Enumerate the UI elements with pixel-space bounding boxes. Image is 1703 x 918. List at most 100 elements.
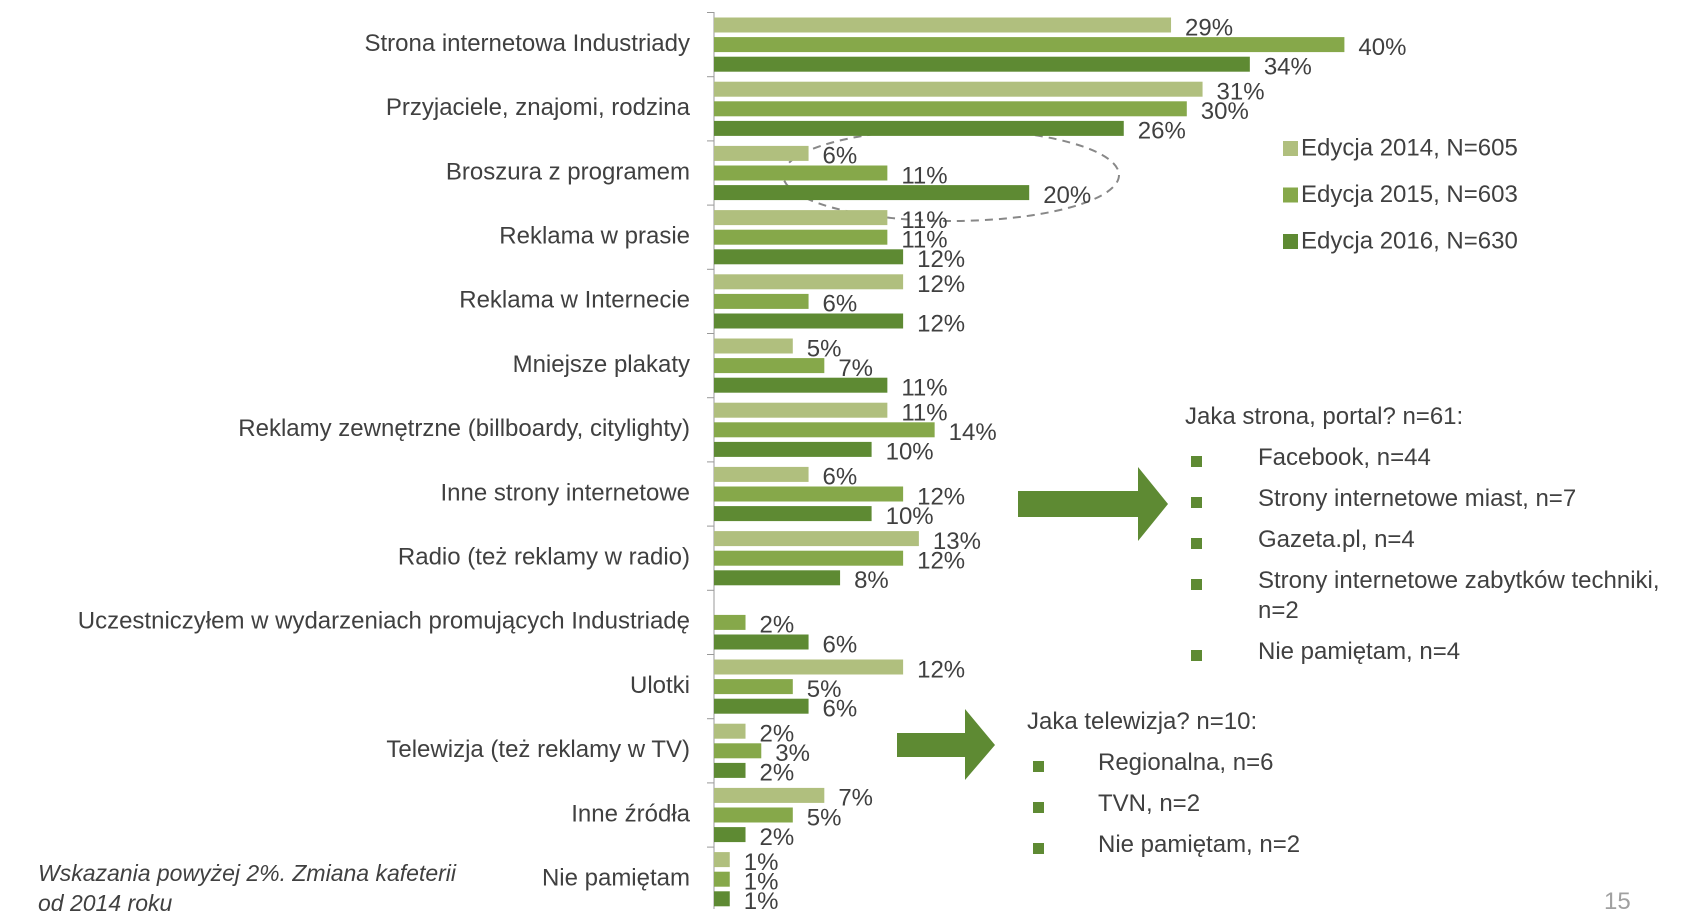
value-label: 6% xyxy=(823,631,858,658)
value-label: 6% xyxy=(823,291,858,318)
bar xyxy=(714,550,904,566)
bar xyxy=(714,871,730,887)
callout-title: Jaka strona, portal? n=61: xyxy=(1185,403,1464,430)
bullet xyxy=(1191,497,1202,508)
value-label: 11% xyxy=(901,400,947,427)
page-number: 15 xyxy=(1604,888,1631,915)
category-label: Reklama w Internecie xyxy=(459,287,690,314)
callout-item: Nie pamiętam, n=2 xyxy=(1027,830,1518,860)
category-label: Broszura z programem xyxy=(446,158,690,185)
bar xyxy=(714,229,888,245)
category-label: Uczestniczyłem w wydarzeniach promującyc… xyxy=(78,608,690,635)
bar xyxy=(714,891,730,907)
bullet xyxy=(1191,650,1202,661)
value-label: 40% xyxy=(1358,34,1406,61)
value-label: 1% xyxy=(744,849,779,876)
category-label: Inne źródła xyxy=(571,800,690,827)
bullet xyxy=(1191,456,1202,467)
category-label: Reklama w prasie xyxy=(499,223,690,250)
value-label: 31% xyxy=(1217,79,1265,106)
bar xyxy=(714,441,872,457)
callout-item: Strony internetowe zabytków techniki, n=… xyxy=(1185,566,1703,626)
bullet xyxy=(1033,843,1044,854)
bar xyxy=(714,422,935,438)
bar xyxy=(714,614,746,630)
bar xyxy=(714,827,746,843)
bar xyxy=(714,145,809,161)
bar xyxy=(714,165,888,181)
value-label: 12% xyxy=(917,548,965,575)
legend-swatch xyxy=(1283,141,1298,156)
value-label: 29% xyxy=(1185,14,1233,41)
bullet xyxy=(1033,761,1044,772)
bar xyxy=(714,338,793,354)
callout-item: Gazeta.pl, n=4 xyxy=(1185,525,1703,555)
value-label: 11% xyxy=(901,162,947,189)
bar xyxy=(714,249,904,265)
callout-item-text: TVN, n=2 xyxy=(1098,790,1201,817)
category-label: Przyjaciele, znajomi, rodzina xyxy=(386,94,691,121)
callout-item: Strony internetowe miast, n=7 xyxy=(1185,484,1703,514)
value-label: 6% xyxy=(823,143,858,170)
bar xyxy=(714,679,793,695)
bar xyxy=(714,120,1124,136)
bar xyxy=(714,787,825,803)
bar xyxy=(714,634,809,650)
bar xyxy=(714,358,825,374)
bar xyxy=(714,293,809,309)
legend-swatch xyxy=(1283,234,1298,249)
callout-title: Jaka telewizja? n=10: xyxy=(1027,708,1258,735)
callout-item-text: Facebook, n=44 xyxy=(1258,444,1431,471)
value-label: 12% xyxy=(917,271,965,298)
legend-label: Edycja 2014, N=605 xyxy=(1301,134,1518,161)
value-label: 2% xyxy=(760,760,795,787)
callout-item-text: Strony internetowe zabytków techniki, n=… xyxy=(1258,567,1660,624)
value-label: 34% xyxy=(1264,54,1312,81)
callout-item-text: Nie pamiętam, n=2 xyxy=(1098,831,1301,858)
category-label: Mniejsze plakaty xyxy=(513,351,690,378)
legend-label: Edycja 2016, N=630 xyxy=(1301,227,1518,254)
callout-item: Facebook, n=44 xyxy=(1185,443,1703,473)
value-label: 12% xyxy=(917,656,965,683)
bar xyxy=(714,210,888,226)
value-label: 30% xyxy=(1201,98,1249,125)
callout-item: Regionalna, n=6 xyxy=(1027,748,1518,778)
category-label: Reklamy zewnętrzne (billboardy, cityligh… xyxy=(238,415,690,442)
note: Wskazania powyżej 2%. Zmiana kafeterii o… xyxy=(38,860,456,916)
callout-item: TVN, n=2 xyxy=(1027,789,1518,819)
value-label: 10% xyxy=(886,503,934,530)
value-label: 7% xyxy=(838,355,873,382)
bar xyxy=(714,185,1030,201)
value-label: 5% xyxy=(807,335,842,362)
bar xyxy=(714,274,904,290)
bar xyxy=(714,659,904,675)
bar xyxy=(714,743,762,759)
value-label: 2% xyxy=(760,612,795,639)
value-label: 2% xyxy=(760,824,795,851)
callout: Jaka telewizja? n=10: Regionalna, n=6 TVN,… xyxy=(1027,707,1518,860)
highlight-ellipse xyxy=(782,128,1120,222)
bar xyxy=(714,17,1172,33)
callout: Jaka strona, portal? n=61: Facebook, n=44… xyxy=(1185,402,1703,667)
arrow xyxy=(1018,467,1168,541)
bar xyxy=(714,101,1187,117)
value-label: 11% xyxy=(901,375,947,402)
category-label: Radio (też reklamy w radio) xyxy=(398,544,690,571)
value-label: 7% xyxy=(838,785,873,812)
value-label: 13% xyxy=(933,528,981,555)
bar xyxy=(714,531,919,547)
bar xyxy=(714,807,793,823)
category-label: Inne strony internetowe xyxy=(441,479,690,506)
bar xyxy=(714,506,872,522)
value-label: 3% xyxy=(775,740,810,767)
value-label: 8% xyxy=(854,567,889,594)
bullet xyxy=(1191,579,1202,590)
bar xyxy=(714,570,841,586)
value-label: 6% xyxy=(823,464,858,491)
bullet xyxy=(1191,538,1202,549)
bar xyxy=(714,81,1203,97)
legend-label: Edycja 2015, N=603 xyxy=(1301,181,1518,208)
value-label: 11% xyxy=(901,207,947,234)
category-label: Strona internetowa Industriady xyxy=(364,30,690,57)
